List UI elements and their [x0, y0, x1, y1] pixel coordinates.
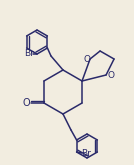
Text: O: O [108, 71, 115, 81]
Text: Br: Br [24, 50, 34, 59]
Text: Br: Br [81, 149, 91, 159]
Text: O: O [84, 55, 91, 65]
Text: O: O [22, 98, 30, 108]
